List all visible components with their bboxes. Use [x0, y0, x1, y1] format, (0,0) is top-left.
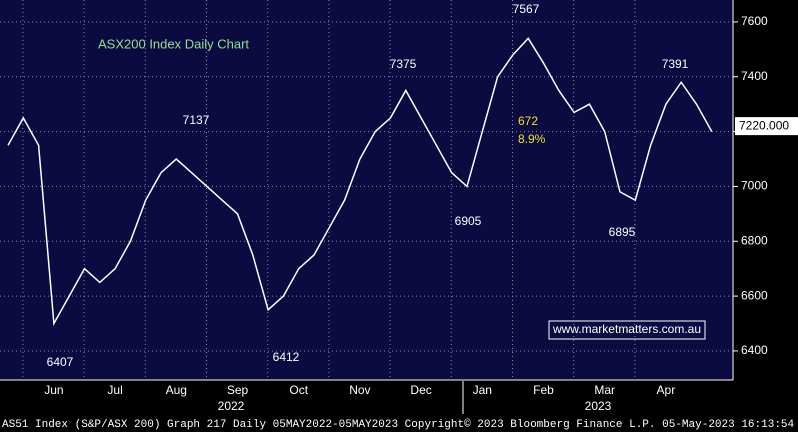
x-tick-label: Sep: [227, 383, 249, 397]
x-tick-label: Apr: [657, 383, 676, 397]
x-tick-label: Nov: [349, 383, 370, 397]
x-tick-label: Dec: [410, 383, 431, 397]
annotation: 6407: [47, 355, 74, 369]
annotation: 6895: [609, 225, 636, 239]
annotation: 6412: [273, 350, 300, 364]
last-price-box: [735, 117, 798, 136]
plot-area: [0, 0, 733, 380]
website: www.marketmatters.com.au: [552, 322, 701, 336]
x-tick-label: Jan: [473, 383, 492, 397]
website-box: [548, 320, 706, 340]
y-tick-label: 6800: [741, 233, 768, 247]
footer: AS51 Index (S&P/ASX 200) Graph 217 Daily…: [2, 419, 795, 431]
y-tick-label: 7400: [741, 69, 768, 83]
x-tick-label: Aug: [166, 383, 187, 397]
chart-title: ASX200 Index Daily Chart: [98, 36, 249, 51]
y-tick-label: 6600: [741, 288, 768, 302]
last-price-label: 7220.000: [739, 118, 789, 132]
annotation: 7567: [513, 2, 540, 16]
price-line: [7, 37, 713, 327]
year-label: 2023: [585, 399, 612, 413]
x-tick-label: Jun: [44, 383, 63, 397]
annotation: 672: [518, 114, 538, 128]
x-tick-label: Feb: [533, 383, 554, 397]
y-tick-label: 6400: [741, 343, 768, 357]
y-tick-label: 7600: [741, 14, 768, 28]
annotation: 7391: [662, 57, 689, 71]
annotation: 7137: [183, 113, 210, 127]
x-tick-label: Oct: [289, 383, 308, 397]
annotation: 8.9%: [518, 132, 546, 146]
annotation: 6905: [455, 214, 482, 228]
y-tick-label: 7000: [741, 179, 768, 193]
annotation: 7375: [390, 57, 417, 71]
year-label: 2022: [218, 399, 245, 413]
x-tick-label: Jul: [107, 383, 122, 397]
x-tick-label: Mar: [594, 383, 615, 397]
